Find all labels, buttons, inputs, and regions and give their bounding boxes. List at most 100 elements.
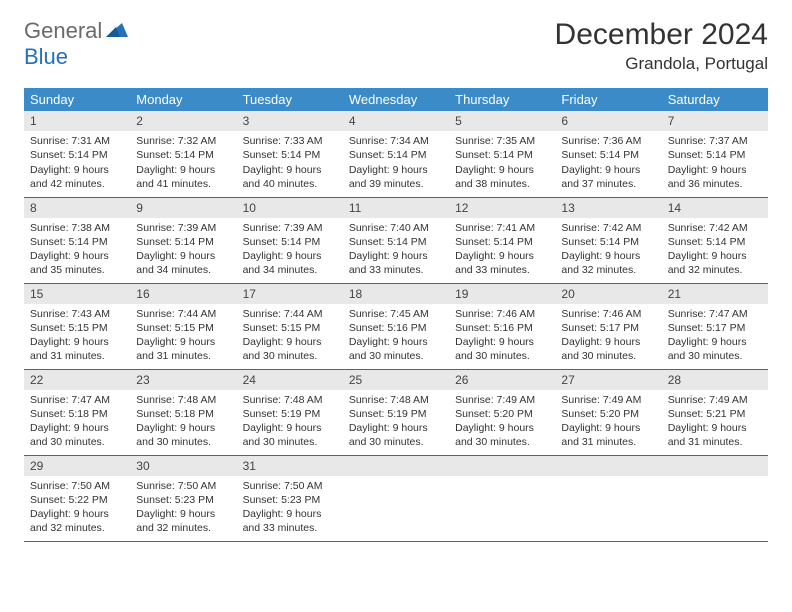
calendar-day-cell: 24Sunrise: 7:48 AMSunset: 5:19 PMDayligh… <box>237 369 343 455</box>
sunset-text: Sunset: 5:14 PM <box>243 235 337 249</box>
daylight-text: Daylight: 9 hours and 30 minutes. <box>455 421 549 449</box>
day-number: 19 <box>449 284 555 304</box>
calendar-day-cell: 2Sunrise: 7:32 AMSunset: 5:14 PMDaylight… <box>130 111 236 197</box>
daylight-text: Daylight: 9 hours and 37 minutes. <box>561 163 655 191</box>
sunrise-text: Sunrise: 7:42 AM <box>561 221 655 235</box>
weekday-header: Wednesday <box>343 88 449 111</box>
day-info: Sunrise: 7:49 AMSunset: 5:20 PMDaylight:… <box>555 390 661 455</box>
day-info: Sunrise: 7:50 AMSunset: 5:22 PMDaylight:… <box>24 476 130 541</box>
sunrise-text: Sunrise: 7:47 AM <box>30 393 124 407</box>
sunset-text: Sunset: 5:14 PM <box>30 148 124 162</box>
day-number: 26 <box>449 370 555 390</box>
daylight-text: Daylight: 9 hours and 30 minutes. <box>243 335 337 363</box>
calendar-week-row: 8Sunrise: 7:38 AMSunset: 5:14 PMDaylight… <box>24 197 768 283</box>
day-info: Sunrise: 7:42 AMSunset: 5:14 PMDaylight:… <box>662 218 768 283</box>
day-number: 23 <box>130 370 236 390</box>
day-number: 21 <box>662 284 768 304</box>
calendar-day-cell <box>449 455 555 541</box>
day-number: 29 <box>24 456 130 476</box>
weekday-header: Monday <box>130 88 236 111</box>
day-number: 9 <box>130 198 236 218</box>
daylight-text: Daylight: 9 hours and 39 minutes. <box>349 163 443 191</box>
calendar-day-cell: 23Sunrise: 7:48 AMSunset: 5:18 PMDayligh… <box>130 369 236 455</box>
day-number: 25 <box>343 370 449 390</box>
sunset-text: Sunset: 5:15 PM <box>30 321 124 335</box>
daylight-text: Daylight: 9 hours and 42 minutes. <box>30 163 124 191</box>
calendar-day-cell: 29Sunrise: 7:50 AMSunset: 5:22 PMDayligh… <box>24 455 130 541</box>
logo-text-general: General <box>24 18 102 44</box>
weekday-header: Thursday <box>449 88 555 111</box>
sunset-text: Sunset: 5:14 PM <box>349 235 443 249</box>
day-number-empty <box>555 456 661 476</box>
day-info: Sunrise: 7:39 AMSunset: 5:14 PMDaylight:… <box>237 218 343 283</box>
day-info: Sunrise: 7:36 AMSunset: 5:14 PMDaylight:… <box>555 131 661 196</box>
day-number: 15 <box>24 284 130 304</box>
daylight-text: Daylight: 9 hours and 31 minutes. <box>668 421 762 449</box>
sunrise-text: Sunrise: 7:34 AM <box>349 134 443 148</box>
day-info: Sunrise: 7:40 AMSunset: 5:14 PMDaylight:… <box>343 218 449 283</box>
sunrise-text: Sunrise: 7:39 AM <box>136 221 230 235</box>
sunrise-text: Sunrise: 7:49 AM <box>561 393 655 407</box>
daylight-text: Daylight: 9 hours and 32 minutes. <box>668 249 762 277</box>
month-title: December 2024 <box>555 18 768 52</box>
day-info: Sunrise: 7:35 AMSunset: 5:14 PMDaylight:… <box>449 131 555 196</box>
calendar-day-cell: 30Sunrise: 7:50 AMSunset: 5:23 PMDayligh… <box>130 455 236 541</box>
calendar-day-cell <box>662 455 768 541</box>
daylight-text: Daylight: 9 hours and 30 minutes. <box>561 335 655 363</box>
weekday-header: Sunday <box>24 88 130 111</box>
day-info: Sunrise: 7:42 AMSunset: 5:14 PMDaylight:… <box>555 218 661 283</box>
day-info: Sunrise: 7:46 AMSunset: 5:17 PMDaylight:… <box>555 304 661 369</box>
sunrise-text: Sunrise: 7:50 AM <box>30 479 124 493</box>
sunrise-text: Sunrise: 7:36 AM <box>561 134 655 148</box>
sunset-text: Sunset: 5:16 PM <box>349 321 443 335</box>
sunrise-text: Sunrise: 7:48 AM <box>349 393 443 407</box>
day-info: Sunrise: 7:47 AMSunset: 5:17 PMDaylight:… <box>662 304 768 369</box>
calendar-day-cell: 18Sunrise: 7:45 AMSunset: 5:16 PMDayligh… <box>343 283 449 369</box>
day-number-empty <box>662 456 768 476</box>
daylight-text: Daylight: 9 hours and 30 minutes. <box>455 335 549 363</box>
sunrise-text: Sunrise: 7:43 AM <box>30 307 124 321</box>
calendar-day-cell: 6Sunrise: 7:36 AMSunset: 5:14 PMDaylight… <box>555 111 661 197</box>
sunrise-text: Sunrise: 7:35 AM <box>455 134 549 148</box>
day-number: 11 <box>343 198 449 218</box>
sunset-text: Sunset: 5:21 PM <box>668 407 762 421</box>
sunrise-text: Sunrise: 7:32 AM <box>136 134 230 148</box>
sunset-text: Sunset: 5:14 PM <box>30 235 124 249</box>
day-info: Sunrise: 7:48 AMSunset: 5:19 PMDaylight:… <box>237 390 343 455</box>
calendar-day-cell: 19Sunrise: 7:46 AMSunset: 5:16 PMDayligh… <box>449 283 555 369</box>
sunset-text: Sunset: 5:14 PM <box>136 148 230 162</box>
sunset-text: Sunset: 5:20 PM <box>455 407 549 421</box>
day-info: Sunrise: 7:31 AMSunset: 5:14 PMDaylight:… <box>24 131 130 196</box>
calendar-day-cell: 7Sunrise: 7:37 AMSunset: 5:14 PMDaylight… <box>662 111 768 197</box>
daylight-text: Daylight: 9 hours and 38 minutes. <box>455 163 549 191</box>
day-info: Sunrise: 7:43 AMSunset: 5:15 PMDaylight:… <box>24 304 130 369</box>
day-info: Sunrise: 7:34 AMSunset: 5:14 PMDaylight:… <box>343 131 449 196</box>
calendar-week-row: 22Sunrise: 7:47 AMSunset: 5:18 PMDayligh… <box>24 369 768 455</box>
calendar-table: Sunday Monday Tuesday Wednesday Thursday… <box>24 88 768 542</box>
sunrise-text: Sunrise: 7:49 AM <box>455 393 549 407</box>
calendar-day-cell: 11Sunrise: 7:40 AMSunset: 5:14 PMDayligh… <box>343 197 449 283</box>
sunset-text: Sunset: 5:19 PM <box>349 407 443 421</box>
daylight-text: Daylight: 9 hours and 31 minutes. <box>561 421 655 449</box>
logo-blue-wrap: Blue <box>24 44 68 70</box>
daylight-text: Daylight: 9 hours and 31 minutes. <box>136 335 230 363</box>
day-info: Sunrise: 7:38 AMSunset: 5:14 PMDaylight:… <box>24 218 130 283</box>
day-number: 20 <box>555 284 661 304</box>
sunrise-text: Sunrise: 7:47 AM <box>668 307 762 321</box>
calendar-day-cell: 21Sunrise: 7:47 AMSunset: 5:17 PMDayligh… <box>662 283 768 369</box>
sunset-text: Sunset: 5:18 PM <box>30 407 124 421</box>
sunrise-text: Sunrise: 7:48 AM <box>136 393 230 407</box>
calendar-day-cell: 16Sunrise: 7:44 AMSunset: 5:15 PMDayligh… <box>130 283 236 369</box>
daylight-text: Daylight: 9 hours and 35 minutes. <box>30 249 124 277</box>
calendar-day-cell: 22Sunrise: 7:47 AMSunset: 5:18 PMDayligh… <box>24 369 130 455</box>
calendar-day-cell: 8Sunrise: 7:38 AMSunset: 5:14 PMDaylight… <box>24 197 130 283</box>
daylight-text: Daylight: 9 hours and 32 minutes. <box>561 249 655 277</box>
day-number: 28 <box>662 370 768 390</box>
day-number: 24 <box>237 370 343 390</box>
sunset-text: Sunset: 5:14 PM <box>243 148 337 162</box>
calendar-day-cell: 13Sunrise: 7:42 AMSunset: 5:14 PMDayligh… <box>555 197 661 283</box>
day-number: 16 <box>130 284 236 304</box>
sunrise-text: Sunrise: 7:50 AM <box>136 479 230 493</box>
day-number: 10 <box>237 198 343 218</box>
day-info: Sunrise: 7:50 AMSunset: 5:23 PMDaylight:… <box>130 476 236 541</box>
